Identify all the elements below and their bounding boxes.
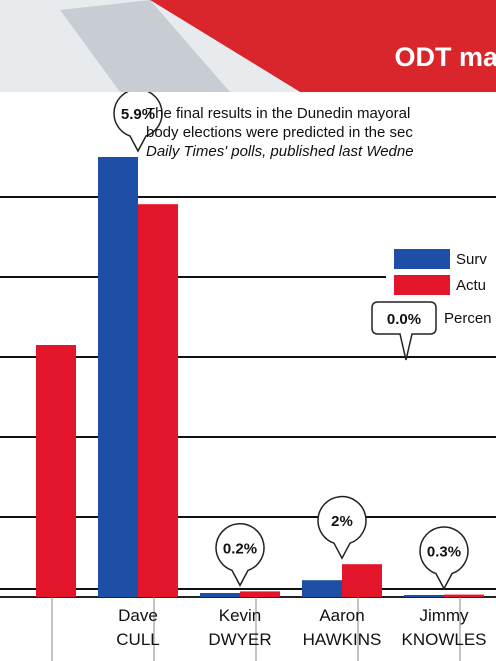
page-title: ODT ma (394, 42, 496, 72)
legend-swatch-actual (394, 275, 450, 295)
bar-actual (444, 594, 484, 597)
legend-difference-label: Percen (444, 310, 492, 327)
candidate-last-name: KNOWLES (401, 630, 486, 649)
difference-bubble (113, 92, 163, 153)
bar-actual (138, 204, 178, 597)
note-line: The final results in the Dunedin mayoral (146, 105, 411, 122)
bar-actual (36, 345, 76, 597)
legend-label-survey: Surv (456, 250, 487, 268)
legend-bubble: 0.0% (371, 301, 437, 361)
candidate-first-name: Dave (118, 606, 158, 625)
difference-label: 0.2% (223, 540, 257, 557)
legend-bubble-text: 0.0% (387, 311, 421, 328)
bar-survey (302, 580, 342, 597)
chart-note: The final results in the Dunedin mayoral… (146, 104, 496, 161)
chart-category-labels: Dave CULL Kevin DWYER Aaron HAWKINS Jimmy KNOWL… (116, 606, 486, 649)
header-red-band (0, 0, 496, 92)
candidate-last-name: HAWKINS (303, 630, 382, 649)
candidate-last-name: CULL (116, 630, 159, 649)
difference-bubble (215, 523, 265, 587)
difference-label: 5.9% (121, 106, 155, 123)
difference-label: 2% (331, 513, 353, 530)
header-grey-shape (60, 0, 230, 92)
header-red-shape (150, 0, 496, 92)
chart-area: 5.9% 0.2% 2% 0.3% Dave CULL Kevin DWYER Aaron HA… (0, 92, 496, 661)
candidate-last-name: DWYER (208, 630, 271, 649)
bar-actual (342, 564, 382, 597)
header-banner: ODT ma (0, 0, 496, 92)
legend-bubble-shape (371, 301, 437, 361)
difference-bubble (419, 526, 469, 591)
legend-item-actual: Actu (394, 274, 486, 296)
note-line: body elections were predicted in the sec (146, 124, 413, 141)
difference-label: 0.3% (427, 544, 461, 561)
note-line: Daily Times' polls, published last Wedne (146, 143, 414, 160)
legend-swatch-survey (394, 249, 450, 269)
chart-bars (36, 157, 484, 597)
candidate-first-name: Kevin (219, 606, 262, 625)
chart-legend: Surv Actu (386, 242, 496, 304)
difference-bubble (317, 495, 367, 560)
legend-item-survey: Surv (394, 248, 487, 270)
bar-survey (404, 595, 444, 597)
bar-actual (240, 591, 280, 597)
bar-survey (98, 157, 138, 597)
candidate-first-name: Aaron (319, 606, 364, 625)
chart-bubbles: 5.9% 0.2% 2% 0.3% (113, 92, 469, 591)
bar-survey (200, 593, 240, 597)
candidate-first-name: Jimmy (419, 606, 469, 625)
legend-label-actual: Actu (456, 276, 487, 294)
